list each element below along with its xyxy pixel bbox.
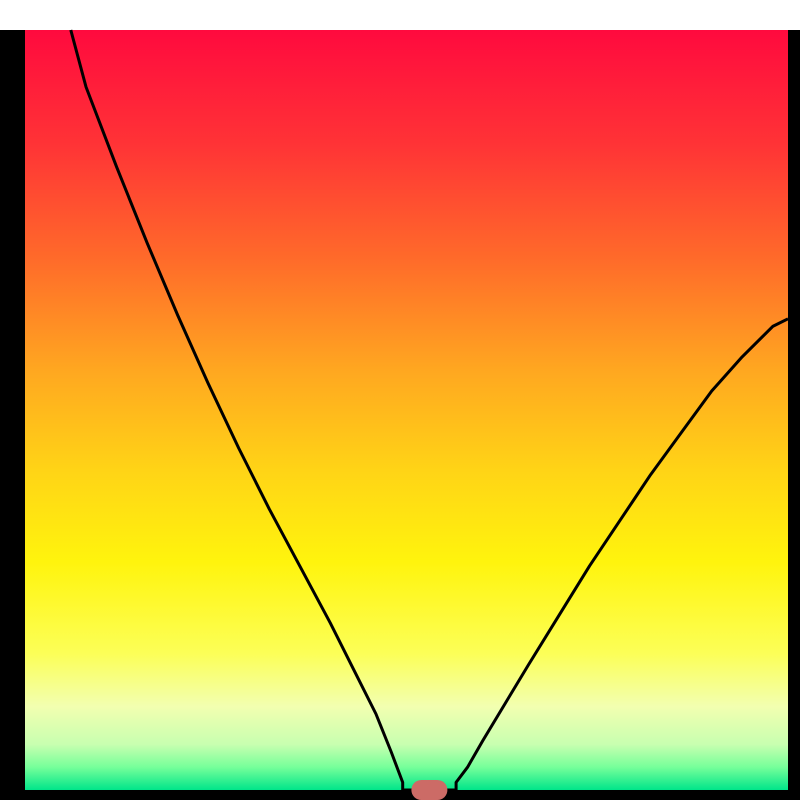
bottleneck-chart: [0, 0, 800, 800]
chart-container: TheBottleneck.com: [0, 0, 800, 800]
frame-right: [788, 30, 800, 800]
top-strip: [0, 0, 800, 30]
minimum-marker: [411, 780, 447, 800]
frame-left: [0, 30, 25, 800]
gradient-background: [25, 30, 788, 790]
